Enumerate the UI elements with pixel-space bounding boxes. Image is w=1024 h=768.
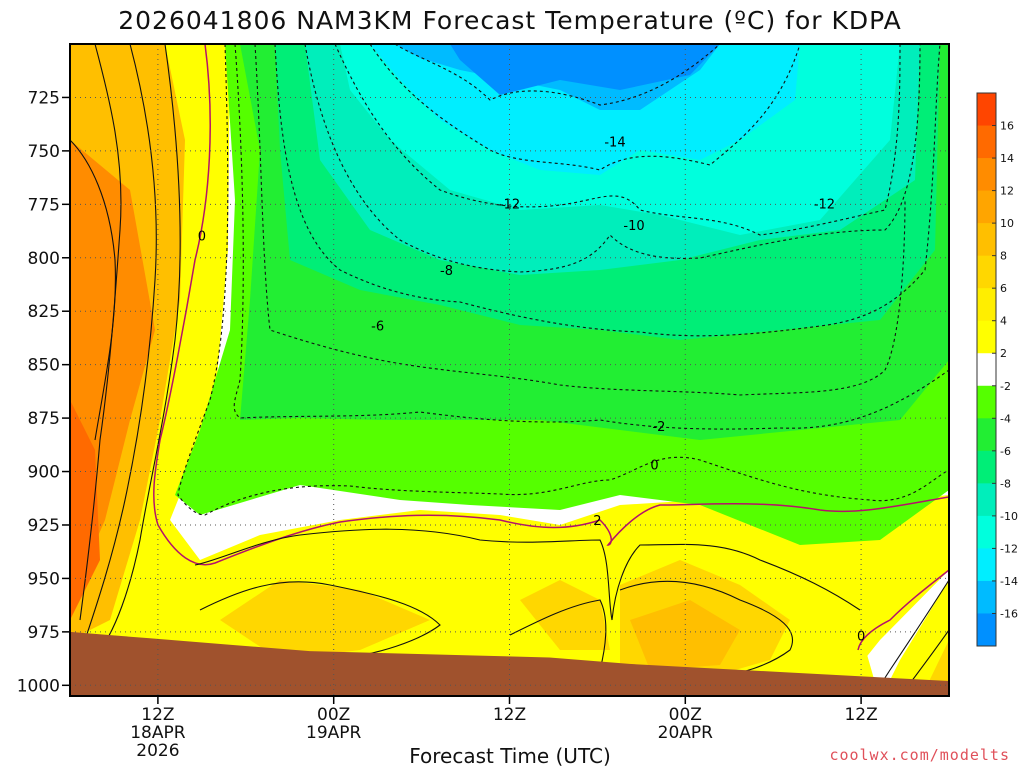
colorbar-swatch bbox=[977, 548, 996, 582]
contour-0 bbox=[153, 44, 949, 566]
y-tick-label: 950 bbox=[28, 569, 60, 589]
colorbar-label: 6 bbox=[1000, 282, 1007, 295]
colorbar-swatch bbox=[977, 125, 996, 159]
colorbar-label: 2 bbox=[1000, 347, 1007, 360]
colorbar-label: -6 bbox=[1000, 445, 1011, 458]
colorbar-swatch bbox=[977, 353, 996, 387]
contour-label: 0 bbox=[857, 629, 865, 644]
field-hottest-core bbox=[70, 400, 100, 620]
colorbar-label: -14 bbox=[1000, 575, 1018, 588]
contour-label: -10 bbox=[623, 219, 644, 234]
contour-minus12 bbox=[334, 44, 901, 236]
x-tick-label: 19APR bbox=[306, 723, 362, 743]
colorbar-label: -12 bbox=[1000, 542, 1018, 555]
x-tick-label: 2026 bbox=[136, 741, 179, 761]
colorbar-swatch bbox=[977, 450, 996, 484]
x-tick-label: 00Z bbox=[669, 705, 702, 725]
x-axis-label: Forecast Time (UTC) bbox=[409, 744, 611, 768]
grid-lines bbox=[70, 44, 949, 696]
y-tick-label: 825 bbox=[28, 302, 60, 322]
colorbar-label: -4 bbox=[1000, 412, 1011, 425]
colorbar-swatch bbox=[977, 515, 996, 549]
colorbar-swatch bbox=[977, 255, 996, 289]
colorbar-label: 16 bbox=[1000, 120, 1014, 133]
contour-label: -6 bbox=[371, 319, 384, 334]
temperature-field bbox=[70, 44, 949, 696]
colorbar-label: 4 bbox=[1000, 315, 1007, 328]
colorbar-swatch bbox=[977, 613, 996, 647]
colorbar-swatch bbox=[977, 288, 996, 322]
colorbar-label: 14 bbox=[1000, 152, 1014, 165]
contour-minus8 bbox=[274, 44, 941, 337]
y-tick-label: 800 bbox=[28, 249, 60, 269]
contour-minus16 bbox=[394, 44, 721, 106]
contour-minus10 bbox=[304, 44, 921, 273]
contour-plus2 bbox=[194, 528, 861, 621]
contour-label: 0 bbox=[198, 230, 206, 245]
x-tick-label: 00Z bbox=[317, 705, 350, 725]
colorbar-swatch bbox=[977, 483, 996, 517]
contour-minus4 bbox=[233, 44, 949, 430]
colorbar-swatch bbox=[977, 190, 996, 224]
contour-label: 0 bbox=[650, 458, 658, 473]
x-tick-label: 18APR bbox=[130, 723, 186, 743]
x-tick-label: 12Z bbox=[493, 705, 526, 725]
colorbar-swatch bbox=[977, 418, 996, 452]
colorbar-label: -8 bbox=[1000, 477, 1011, 490]
credit-link[interactable]: coolwx.com/modelts bbox=[829, 746, 1010, 764]
contour-label: -14 bbox=[604, 136, 625, 151]
y-tick-label: 900 bbox=[28, 463, 60, 483]
x-tick-label: 12Z bbox=[844, 705, 877, 725]
contour-minus14 bbox=[369, 44, 801, 171]
colorbar-swatch bbox=[977, 158, 996, 192]
colorbar-swatch bbox=[977, 385, 996, 419]
y-tick-label: 775 bbox=[28, 195, 60, 215]
contour-label: 2 bbox=[593, 514, 601, 529]
colorbar-frame bbox=[976, 92, 997, 647]
colorbar-label: 12 bbox=[1000, 185, 1014, 198]
colorbar-label: 8 bbox=[1000, 250, 1007, 263]
colorbar-label: 10 bbox=[1000, 217, 1014, 230]
contour-0-lower bbox=[857, 569, 949, 651]
contour-label: -2 bbox=[652, 420, 665, 435]
colorbar-swatch bbox=[977, 320, 996, 354]
field-right-warm-tongue bbox=[882, 580, 949, 696]
colorbar-label: -2 bbox=[1000, 380, 1011, 393]
contour-label: -12 bbox=[499, 198, 520, 213]
y-tick-label: 975 bbox=[28, 623, 60, 643]
contour-warm-4 bbox=[70, 139, 116, 441]
field-low-level-warmer bbox=[220, 580, 430, 660]
colorbar-swatch bbox=[977, 580, 996, 614]
contour-labels: -14 -12 -10 -12 -8 -6 -2 0 0 2 0 bbox=[198, 136, 866, 645]
contour-label: -12 bbox=[814, 198, 835, 213]
contour-lines bbox=[70, 44, 949, 696]
contour-plus4-b bbox=[509, 599, 607, 671]
field-low-level-warmer-2 bbox=[520, 580, 610, 650]
contour-warm-1 bbox=[99, 44, 181, 651]
colorbar-swatch bbox=[977, 93, 996, 127]
contour-minus6 bbox=[254, 44, 906, 396]
colorbar-label: -16 bbox=[1000, 607, 1018, 620]
y-tick-label: 850 bbox=[28, 356, 60, 376]
y-axis: 725 750 775 800 825 850 875 900 925 950 975 1000 bbox=[17, 88, 70, 696]
y-tick-label: 925 bbox=[28, 516, 60, 536]
field-coldest-core bbox=[450, 44, 720, 95]
chart-title: 2026041806 NAM3KM Forecast Temperature (… bbox=[118, 6, 901, 35]
x-tick-label: 20APR bbox=[658, 723, 714, 743]
x-tick-label: 12Z bbox=[141, 705, 174, 725]
y-tick-label: 1000 bbox=[17, 676, 60, 696]
terrain-fill bbox=[70, 631, 949, 696]
contour-plus4-c bbox=[619, 580, 794, 679]
contour-label: -8 bbox=[440, 264, 453, 279]
contour-plus4 bbox=[199, 581, 441, 661]
y-tick-label: 875 bbox=[28, 409, 60, 429]
colorbar: 16 14 12 10 8 6 4 2 -2 -4 -6 -8 -10 -12 -14 -16 bbox=[976, 92, 1018, 647]
y-tick-label: 750 bbox=[28, 142, 60, 162]
y-tick-label: 725 bbox=[28, 88, 60, 108]
colorbar-label: -10 bbox=[1000, 510, 1018, 523]
colorbar-swatch bbox=[977, 223, 996, 257]
